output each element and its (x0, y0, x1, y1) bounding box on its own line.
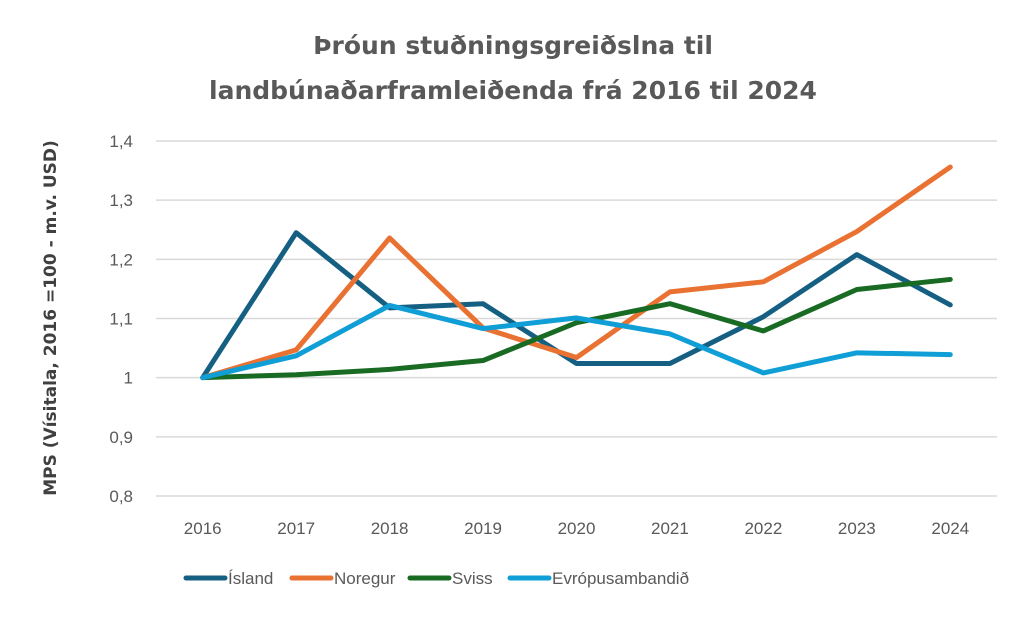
x-tick-label: 2017 (277, 519, 315, 538)
y-tick-label: 0,8 (109, 487, 133, 506)
series-line-evrópusambandið (200, 302, 953, 381)
x-tick-label: 2024 (931, 519, 969, 538)
series-line-ísland (200, 230, 953, 381)
chart-title-line-1: Þróun stuðningsgreiðslna til (313, 31, 713, 60)
x-tick-label: 2018 (371, 519, 409, 538)
legend-label: Noregur (334, 569, 396, 588)
series-line-sviss (200, 276, 953, 381)
chart-title-line-2: landbúnaðarframleiðenda frá 2016 til 202… (209, 76, 817, 105)
legend-label: Sviss (452, 569, 493, 588)
y-tick-label: 0,9 (109, 428, 133, 447)
legend-label: Evrópusambandið (552, 569, 689, 588)
x-tick-label: 2020 (558, 519, 596, 538)
x-tick-label: 2022 (744, 519, 782, 538)
legend-label: Ísland (228, 569, 273, 588)
x-tick-label: 2016 (184, 519, 222, 538)
x-tick-label: 2021 (651, 519, 689, 538)
x-tick-label: 2019 (464, 519, 502, 538)
y-tick-label: 1,4 (109, 132, 133, 151)
y-tick-label: 1,3 (109, 191, 133, 210)
y-tick-label: 1 (124, 369, 133, 388)
series-line-noregur (200, 164, 953, 381)
y-tick-label: 1,1 (109, 310, 133, 329)
x-tick-label: 2023 (838, 519, 876, 538)
y-axis-label: MPS (Vísitala, 2016 =100 - m.v. USD) (41, 140, 61, 496)
y-tick-label: 1,2 (109, 250, 133, 269)
